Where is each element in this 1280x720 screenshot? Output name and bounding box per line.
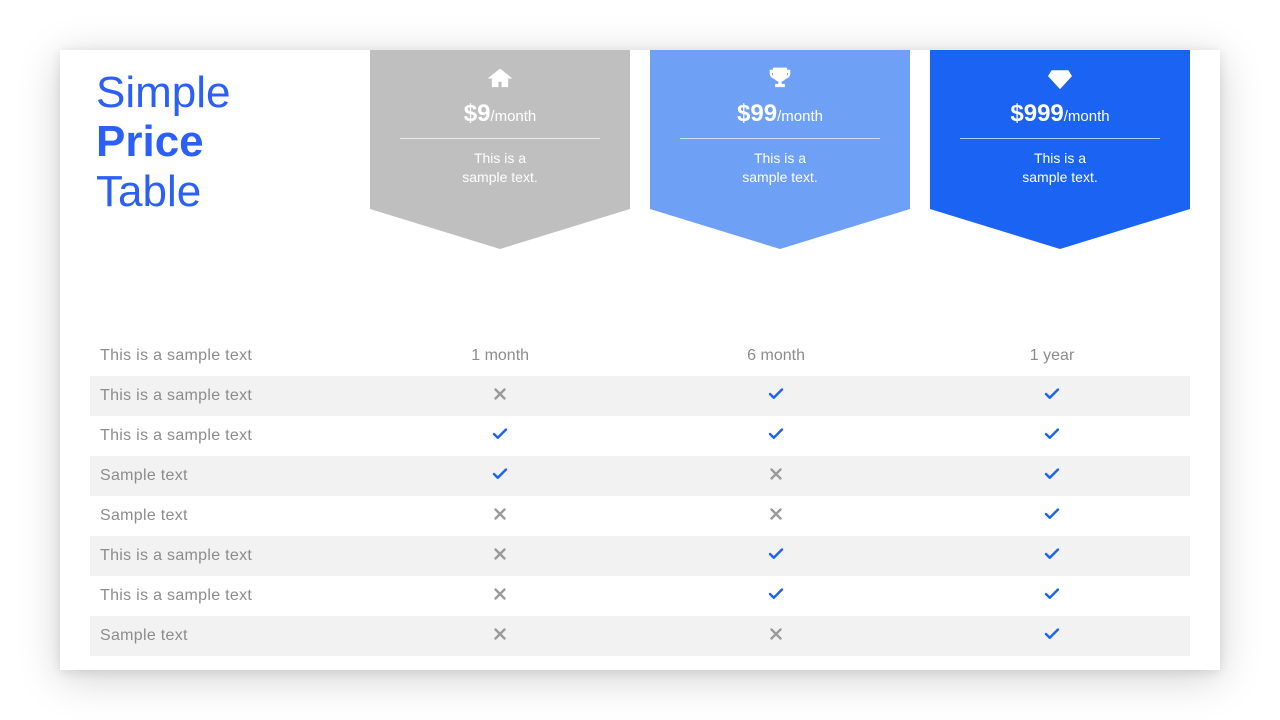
cross-icon (489, 505, 511, 523)
cross-icon (765, 465, 787, 483)
row-cell (362, 465, 638, 488)
table-row: This is a sample text (90, 576, 1190, 616)
header-row: Simple Price Table $9/month This is a sa… (90, 50, 1190, 280)
home-icon (388, 64, 612, 94)
plan-price: $999/month (960, 100, 1160, 139)
plan-price: $99/month (680, 100, 880, 139)
table-row: Sample text (90, 496, 1190, 536)
check-icon (1041, 425, 1063, 443)
row-cell (914, 625, 1190, 648)
check-icon (1041, 625, 1063, 643)
row-cell (638, 465, 914, 488)
row-label: Sample text (90, 467, 362, 485)
title-line-2: Price (96, 117, 366, 166)
row-cell (638, 425, 914, 448)
plan-banner-basic: $9/month This is a sample text. (370, 50, 630, 209)
row-cell (362, 625, 638, 648)
plan-price: $9/month (400, 100, 600, 139)
row-cell (638, 505, 914, 528)
check-icon (1041, 385, 1063, 403)
plan-price-period: /month (1064, 108, 1110, 125)
table-row: Sample text (90, 616, 1190, 656)
title-line-1: Simple (96, 68, 366, 117)
check-icon (1041, 465, 1063, 483)
check-icon (1041, 545, 1063, 563)
plan-desc: This is a sample text. (668, 149, 892, 187)
row-cell (362, 585, 638, 608)
row-label: This is a sample text (90, 347, 362, 365)
row-label: This is a sample text (90, 587, 362, 605)
row-cell (638, 625, 914, 648)
cross-icon (489, 385, 511, 403)
trophy-icon (668, 64, 892, 94)
row-cell: 1 year (914, 347, 1190, 365)
row-cell (914, 465, 1190, 488)
row-label: Sample text (90, 627, 362, 645)
row-cell: 6 month (638, 347, 914, 365)
diamond-icon (948, 64, 1172, 94)
plan-price-amount: $9 (464, 100, 491, 127)
row-cell (914, 505, 1190, 528)
plan-desc: This is a sample text. (948, 149, 1172, 187)
table-row: This is a sample text (90, 376, 1190, 416)
check-icon (765, 385, 787, 403)
row-cell (914, 425, 1190, 448)
cross-icon (489, 585, 511, 603)
cross-icon (489, 625, 511, 643)
check-icon (1041, 505, 1063, 523)
table-row: This is a sample text1 month6 month1 yea… (90, 336, 1190, 376)
plan-banners: $9/month This is a sample text. $99/mont… (366, 50, 1190, 209)
row-cell (914, 545, 1190, 568)
pricing-card: Simple Price Table $9/month This is a sa… (60, 50, 1220, 670)
row-cell (362, 545, 638, 568)
cross-icon (489, 545, 511, 563)
check-icon (765, 425, 787, 443)
plan-desc: This is a sample text. (388, 149, 612, 187)
check-icon (489, 465, 511, 483)
plan-banner-premium: $999/month This is a sample text. (930, 50, 1190, 209)
plan-banner-pro: $99/month This is a sample text. (650, 50, 910, 209)
check-icon (765, 585, 787, 603)
cross-icon (765, 625, 787, 643)
row-cell (362, 385, 638, 408)
table-row: This is a sample text (90, 536, 1190, 576)
table-row: Sample text (90, 456, 1190, 496)
plan-price-amount: $99 (737, 100, 777, 127)
check-icon (765, 545, 787, 563)
title-block: Simple Price Table (90, 50, 366, 216)
row-cell (362, 505, 638, 528)
plan-price-period: /month (777, 108, 823, 125)
row-label: This is a sample text (90, 427, 362, 445)
plan-price-amount: $999 (1010, 100, 1063, 127)
row-label: Sample text (90, 507, 362, 525)
check-icon (1041, 585, 1063, 603)
check-icon (489, 425, 511, 443)
row-cell (638, 545, 914, 568)
row-cell (638, 385, 914, 408)
row-label: This is a sample text (90, 387, 362, 405)
cross-icon (765, 505, 787, 523)
row-cell (914, 385, 1190, 408)
pricing-table: This is a sample text1 month6 month1 yea… (90, 336, 1190, 656)
plan-price-period: /month (490, 108, 536, 125)
row-label: This is a sample text (90, 547, 362, 565)
row-cell (914, 585, 1190, 608)
row-cell (362, 425, 638, 448)
row-cell: 1 month (362, 347, 638, 365)
row-cell (638, 585, 914, 608)
table-row: This is a sample text (90, 416, 1190, 456)
title-line-3: Table (96, 167, 366, 216)
